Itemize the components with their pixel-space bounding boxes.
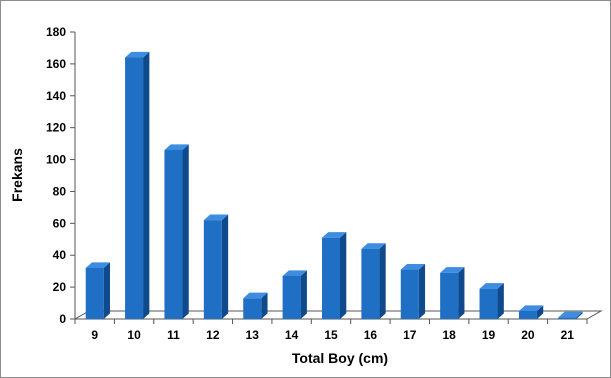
bar: [518, 305, 544, 319]
bar: [440, 267, 465, 319]
bar-side: [536, 305, 544, 319]
bar: [203, 214, 229, 319]
x-tick-label: 13: [246, 328, 260, 342]
bar-side: [379, 243, 386, 319]
y-tick-label: 140: [46, 89, 66, 103]
x-axis-title: Total Boy (cm): [292, 350, 388, 366]
x-tick-label: 10: [127, 328, 141, 342]
bar-front: [322, 237, 340, 319]
bar-top: [203, 214, 229, 221]
bar-front: [558, 317, 577, 319]
bar-top: [361, 243, 386, 249]
bar-top: [400, 263, 426, 270]
bar: [243, 292, 268, 319]
bar: [361, 243, 386, 319]
x-tick-label: 15: [324, 328, 338, 342]
bar-front: [440, 272, 459, 319]
bar-front: [125, 57, 144, 320]
bar-top: [243, 292, 268, 299]
bar-front: [203, 220, 222, 319]
bar: [558, 311, 583, 319]
bar-front: [164, 149, 183, 319]
bar-side: [221, 214, 229, 319]
bar-top: [125, 51, 150, 58]
bar: [85, 262, 110, 319]
x-tick-label: 17: [403, 328, 417, 342]
y-tick-label: 60: [53, 216, 67, 230]
bar-side: [340, 232, 347, 319]
bar-front: [85, 267, 104, 319]
bar: [282, 270, 307, 319]
y-tick-label: 40: [53, 248, 67, 262]
bar-top: [282, 270, 307, 276]
bar-top: [322, 232, 347, 238]
bar-side: [182, 144, 189, 319]
bar: [479, 283, 504, 319]
bar-front: [400, 269, 419, 319]
x-tick-label: 9: [91, 328, 98, 342]
bar-side: [300, 270, 307, 319]
y-axis: 0 20 40 60 80 100 120 140 160 180: [46, 25, 76, 326]
bar-front: [243, 298, 262, 319]
bar-side: [103, 262, 110, 319]
x-tick-label: 12: [206, 328, 220, 342]
y-tick-label: 80: [53, 184, 67, 198]
bar-front: [282, 275, 301, 319]
bar-side: [418, 263, 426, 319]
bar-top: [518, 305, 544, 312]
x-tick-label: 16: [364, 328, 378, 342]
x-tick-label: 19: [482, 328, 496, 342]
x-tick-label: 14: [285, 328, 299, 342]
bar: [125, 51, 150, 320]
bar-top: [440, 267, 465, 273]
bar-top: [479, 283, 504, 289]
x-tick-label: 21: [561, 328, 575, 342]
bar-side: [143, 51, 150, 320]
y-tick-label: 20: [53, 280, 67, 294]
y-tick-label: 120: [46, 121, 66, 135]
bar-side: [458, 267, 465, 319]
bar-front: [361, 248, 380, 319]
y-tick-label: 160: [46, 57, 66, 71]
x-tick-label: 20: [521, 328, 535, 342]
y-tick-label: 100: [46, 153, 66, 167]
bar-front: [479, 288, 498, 319]
y-tick-label: 180: [46, 25, 66, 39]
bar: [322, 232, 347, 319]
bar-top: [558, 311, 583, 318]
bar-side: [261, 292, 268, 319]
bar-side: [576, 311, 583, 319]
bar-top: [164, 144, 189, 150]
y-axis-title: Frekans: [9, 148, 25, 202]
bar: [164, 144, 189, 319]
y-tick-label: 0: [59, 312, 66, 326]
bar-front: [518, 311, 537, 319]
x-axis: 9 10 11 12 13 14 15 16 17 18 19 20 21: [74, 319, 588, 342]
x-tick-label: 18: [442, 328, 456, 342]
bar-series: [85, 51, 583, 320]
bar-side: [497, 283, 504, 319]
bar: [400, 263, 426, 319]
x-tick-label: 11: [167, 328, 180, 342]
bar-top: [85, 262, 110, 268]
